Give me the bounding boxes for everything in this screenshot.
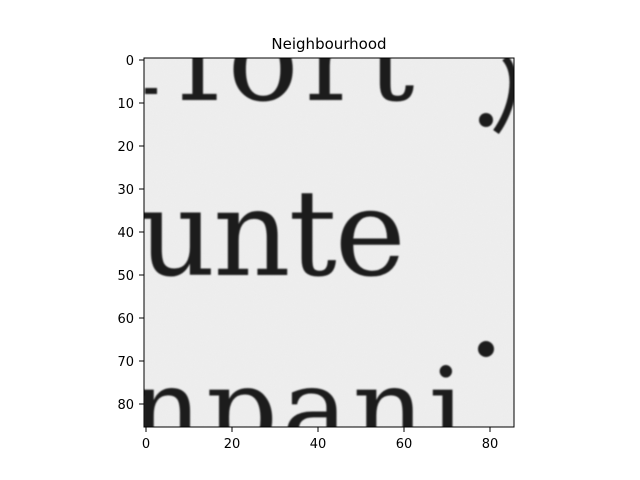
- y-tick: 30: [117, 183, 144, 198]
- image-area: fort unte npani: [130, 0, 514, 475]
- text-line-bottom: npani: [130, 341, 494, 475]
- figure-title: Neighbourhood: [271, 35, 386, 53]
- y-axis: 0 10 20 30 40 50 60 70 80: [117, 54, 144, 413]
- y-tick: 70: [117, 355, 144, 370]
- text-line-3: npani: [130, 345, 469, 475]
- x-tick: 0: [142, 427, 150, 452]
- text-line-middle: unte: [138, 165, 406, 304]
- y-tick-label: 50: [117, 269, 134, 284]
- x-tick-label: 40: [310, 437, 327, 452]
- y-tick: 50: [117, 269, 144, 284]
- y-tick: 80: [117, 398, 144, 413]
- x-tick-label: 80: [482, 437, 499, 452]
- y-tick-label: 40: [117, 226, 134, 241]
- y-tick: 60: [117, 312, 144, 327]
- y-tick-label: 20: [117, 140, 134, 155]
- y-tick: 0: [126, 54, 144, 69]
- y-tick-label: 80: [117, 398, 134, 413]
- text-line-1: fort: [178, 0, 421, 128]
- y-tick-label: 70: [117, 355, 134, 370]
- y-tick: 20: [117, 140, 144, 155]
- x-tick: 60: [396, 427, 413, 452]
- x-tick-label: 20: [224, 437, 241, 452]
- x-tick: 80: [482, 427, 499, 452]
- y-tick-label: 0: [126, 54, 134, 69]
- y-tick-label: 60: [117, 312, 134, 327]
- image-frame: [143, 57, 515, 428]
- x-axis: 0 20 40 60 80: [142, 427, 498, 452]
- text-line-2: unte: [138, 165, 404, 304]
- x-tick-label: 60: [396, 437, 413, 452]
- y-tick-label: 10: [117, 97, 134, 112]
- x-tick-label: 0: [142, 437, 150, 452]
- text-line-top: fort: [145, 0, 514, 135]
- x-tick: 20: [224, 427, 241, 452]
- y-tick: 10: [117, 97, 144, 112]
- x-tick: 40: [310, 427, 327, 452]
- y-tick: 40: [117, 226, 144, 241]
- y-tick-label: 30: [117, 183, 134, 198]
